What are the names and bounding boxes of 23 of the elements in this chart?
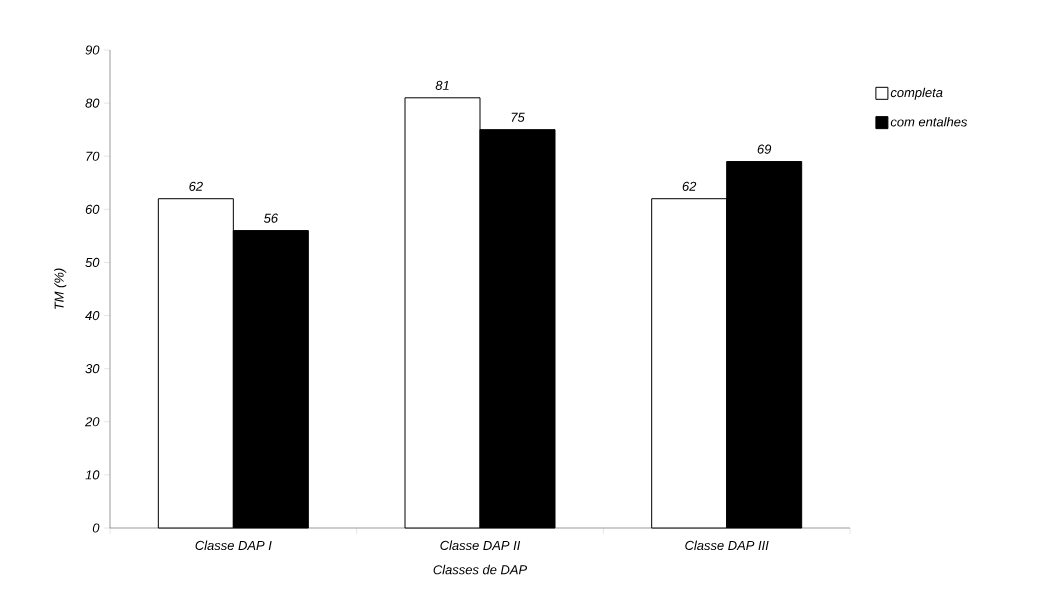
y-tick-label: 80 — [85, 98, 100, 108]
data-label: 69 — [757, 144, 772, 154]
data-label: 75 — [511, 112, 525, 122]
data-label: 81 — [435, 80, 449, 90]
legend-label: com entalhes — [890, 116, 968, 127]
y-tick-label: 10 — [85, 470, 100, 480]
y-tick-label: 60 — [85, 204, 100, 214]
y-tick-label: 20 — [85, 417, 100, 427]
y-tick-label: 90 — [85, 45, 100, 55]
y-tick-label: 70 — [86, 151, 100, 161]
x-axis-title: Classes de DAP — [433, 564, 528, 575]
y-tick-label: 0 — [92, 523, 100, 533]
data-label: 56 — [263, 213, 279, 223]
data-label: 62 — [682, 181, 697, 191]
data-label: 62 — [189, 181, 203, 191]
y-tick-label: 30 — [85, 364, 100, 374]
y-tick-label: 50 — [85, 257, 100, 268]
legend-label: completa — [890, 87, 943, 100]
x-tick-label: Classe DAP III — [685, 540, 769, 551]
y-axis-title: TM (%) — [54, 268, 67, 310]
x-tick-label: Classe DAP II — [440, 540, 521, 551]
y-tick-label: 40 — [85, 310, 100, 321]
x-tick-label: Classe DAP I — [195, 540, 272, 551]
